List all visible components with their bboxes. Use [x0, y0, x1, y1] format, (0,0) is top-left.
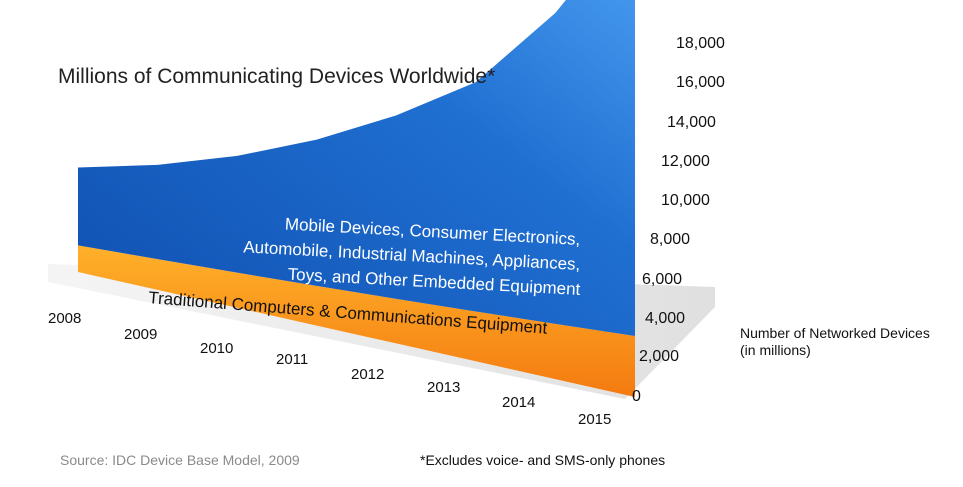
footnote: *Excludes voice- and SMS-only phones [420, 452, 665, 468]
y-axis-label: Number of Networked Devices (in millions) [740, 325, 930, 358]
chart-title: Millions of Communicating Devices Worldw… [58, 65, 495, 88]
x-tick-label: 2010 [200, 340, 233, 357]
series-area-1 [78, 245, 635, 397]
y-axis-label-line: Number of Networked Devices [740, 325, 930, 341]
x-tick-label: 2015 [578, 411, 611, 428]
x-tick-label: 2012 [351, 366, 384, 383]
x-axis-ticks: 2008 2009 2010 2011 2012 2013 2014 2015 [48, 310, 611, 428]
x-tick-label: 2014 [502, 394, 535, 411]
y-tick-label: 2,000 [639, 348, 679, 365]
y-tick-label: 12,000 [661, 153, 710, 170]
x-tick-label: 2011 [276, 351, 308, 368]
y-tick-label: 18,000 [676, 35, 725, 52]
y-axis-ticks: 18,000 16,000 14,000 12,000 10,000 8,000 6,000… [632, 35, 725, 405]
series-area-2 [78, 0, 635, 336]
y-tick-label: 10,000 [661, 192, 710, 209]
series-areas [78, 0, 635, 397]
x-tick-label: 2009 [124, 326, 157, 343]
y-tick-label: 0 [632, 388, 641, 405]
y-tick-label: 16,000 [676, 74, 725, 91]
y-tick-label: 14,000 [667, 114, 716, 131]
x-tick-label: 2008 [48, 310, 81, 327]
y-axis-label-line: (in millions) [740, 342, 811, 358]
x-tick-label: 2013 [427, 379, 460, 396]
y-tick-label: 4,000 [645, 310, 685, 327]
y-tick-label: 6,000 [642, 271, 682, 288]
y-tick-label: 8,000 [650, 231, 690, 248]
source-note: Source: IDC Device Base Model, 2009 [60, 452, 300, 468]
